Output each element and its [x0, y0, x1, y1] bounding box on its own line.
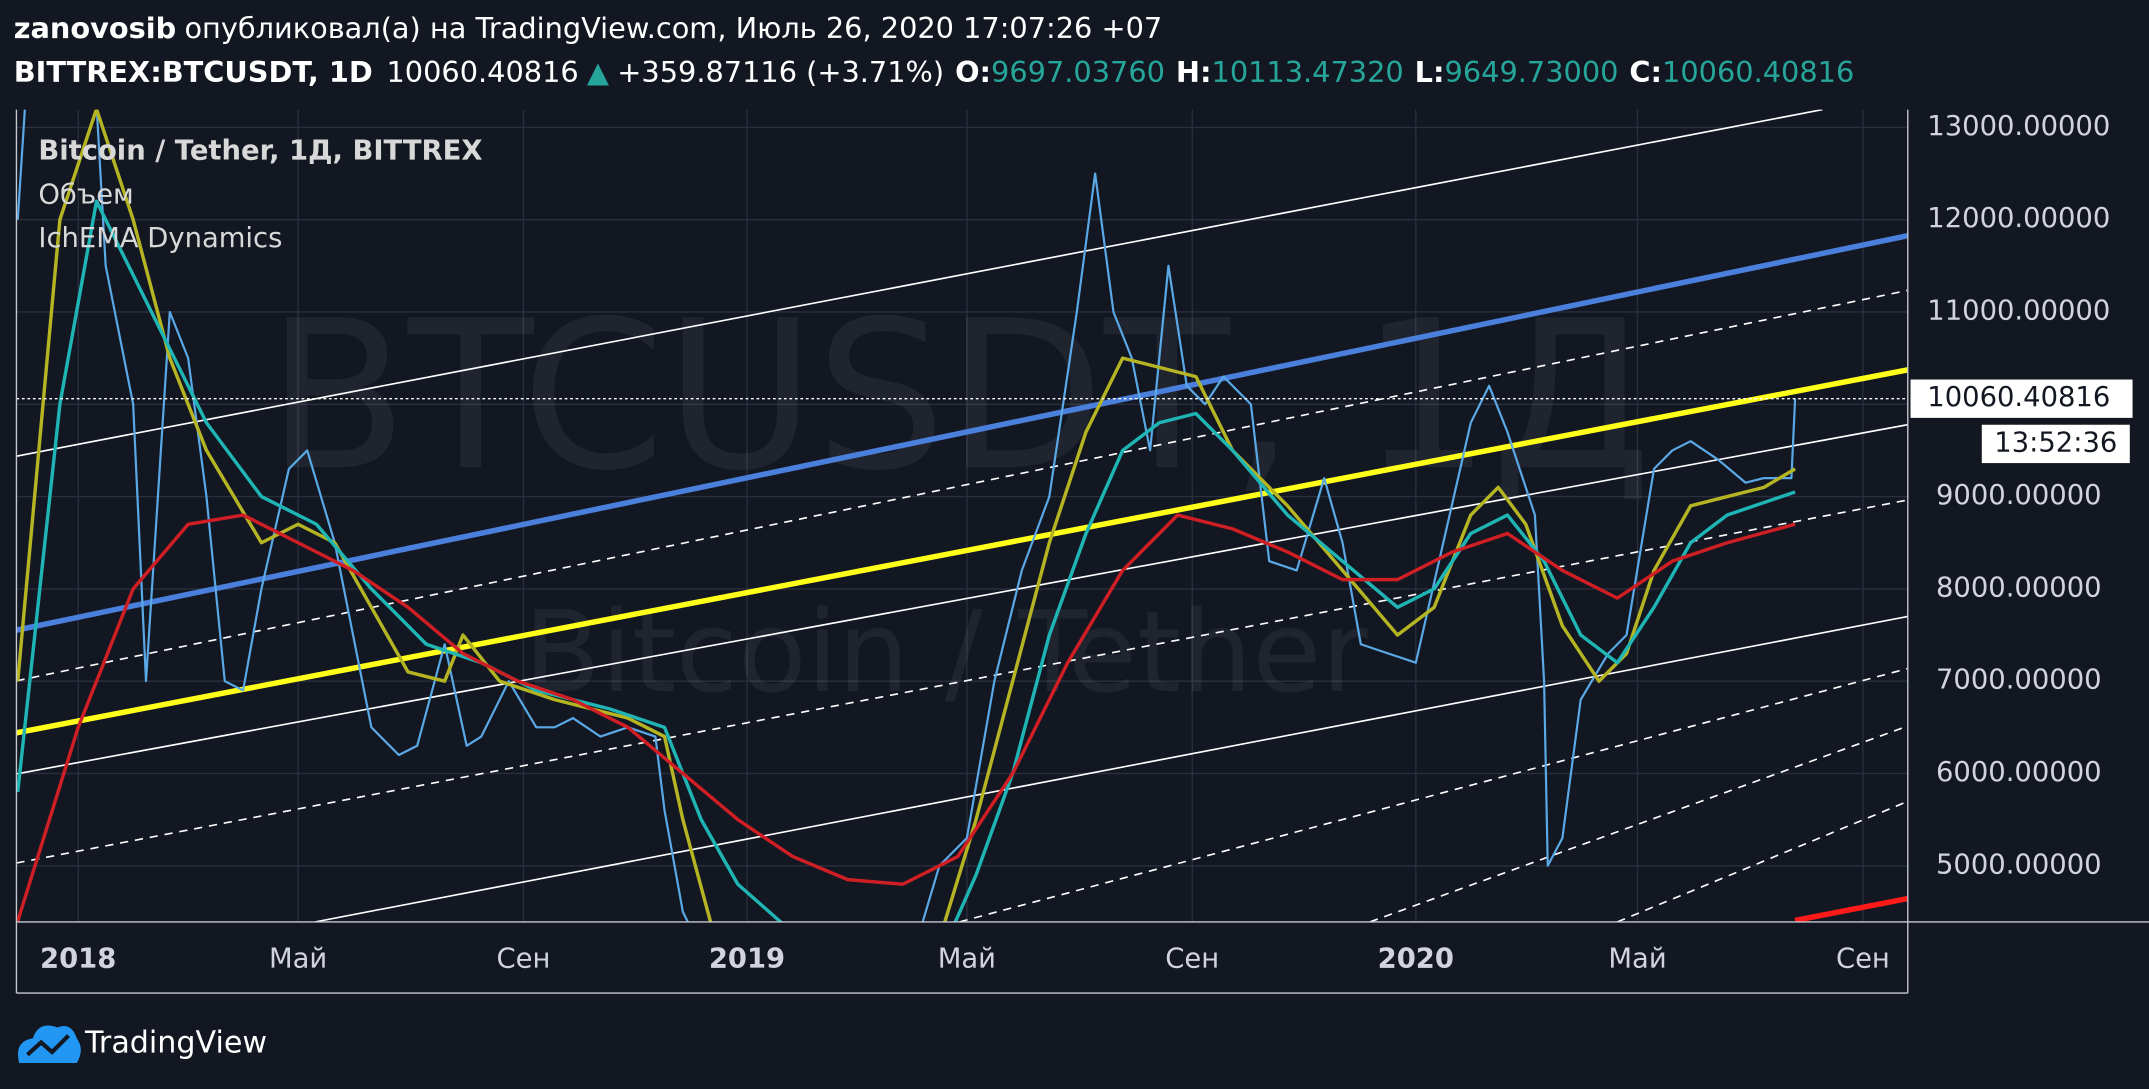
o-value: 9697.03760 [991, 55, 1165, 89]
x-tick-label: Сен [497, 944, 551, 975]
y-tick-label: 13000.00000 [1927, 111, 2110, 142]
h-value: 10113.47320 [1212, 55, 1404, 89]
legend-line: Bitcoin / Tether, 1Д, BITTREX [38, 136, 482, 167]
change: +359.87116 (+3.71%) [617, 55, 944, 89]
trend-line [16, 423, 1908, 775]
y-tick-label: 12000.00000 [1927, 203, 2110, 234]
trend-line [315, 615, 1908, 922]
countdown-box [1981, 424, 2130, 464]
y-tick-label: 7000.00000 [1936, 665, 2102, 696]
y-tick-label: 9000.00000 [1936, 480, 2102, 511]
series-line [16, 513, 1796, 922]
h-label: H: [1176, 55, 1212, 89]
x-tick-label: Сен [1165, 944, 1219, 975]
l-value: 9649.73000 [1445, 55, 1619, 89]
trend-line [16, 367, 1908, 736]
trend-line [1794, 895, 1908, 922]
o-label: O: [955, 55, 991, 89]
x-tick-label: Май [1608, 944, 1666, 975]
trend-line [959, 667, 1908, 922]
x-tick-label: 2020 [1378, 944, 1454, 975]
header-line-2: BITTREX:BTCUSDT, 1D 10060.40816 ▲ +359.8711… [14, 55, 1855, 89]
countdown: 13:52:36 [1994, 427, 2117, 458]
series-line [16, 109, 1796, 922]
y-tick-label: 5000.00000 [1936, 849, 2102, 880]
trend-line [16, 232, 1908, 633]
x-tick-label: Май [938, 944, 996, 975]
plot-area: BTCUSDT, 1Д Bitcoin / Tether [16, 109, 1908, 922]
trend-line [16, 289, 1908, 682]
x-tick-label: 2018 [40, 944, 116, 975]
header-line-1: zanovosib опубликовал(а) на TradingView.c… [14, 11, 1163, 45]
trend-line [1617, 800, 1908, 922]
series-line [16, 109, 1797, 922]
symbol: BITTREX:BTCUSDT, 1D [14, 55, 373, 89]
trend-line [1369, 725, 1908, 922]
logo: TradingView [17, 1025, 267, 1063]
y-tick-label: 6000.00000 [1936, 757, 2102, 788]
author: zanovosib [14, 11, 177, 45]
legend-line: Объем [38, 179, 133, 210]
l-label: L: [1415, 55, 1445, 89]
logo-line [26, 1034, 70, 1057]
trend-line [16, 499, 1908, 864]
brand: TradingView [84, 1025, 267, 1060]
logo-cloud [17, 1025, 81, 1063]
trend-line [16, 109, 1823, 457]
x-tick-label: 2019 [709, 944, 785, 975]
x-tick-label: Сен [1836, 944, 1890, 975]
y-tick-label: 8000.00000 [1936, 572, 2102, 603]
legend-line: IchEMA Dynamics [38, 223, 282, 254]
arrow: ▲ [587, 55, 610, 89]
y-tick-label: 11000.00000 [1927, 295, 2110, 326]
c-label: C: [1629, 55, 1662, 89]
c-value: 10060.40816 [1662, 55, 1854, 89]
watermark: BTCUSDT, 1Д [267, 277, 1652, 516]
published: опубликовал(а) на TradingView.com, Июль … [184, 11, 1162, 45]
x-tick-label: Май [269, 944, 327, 975]
last-price-label: 10060.40816 [1927, 382, 2110, 413]
watermark-sub: Bitcoin / Tether [524, 588, 1369, 718]
price: 10060.40816 [386, 55, 578, 89]
last-price-box [1910, 379, 2133, 418]
